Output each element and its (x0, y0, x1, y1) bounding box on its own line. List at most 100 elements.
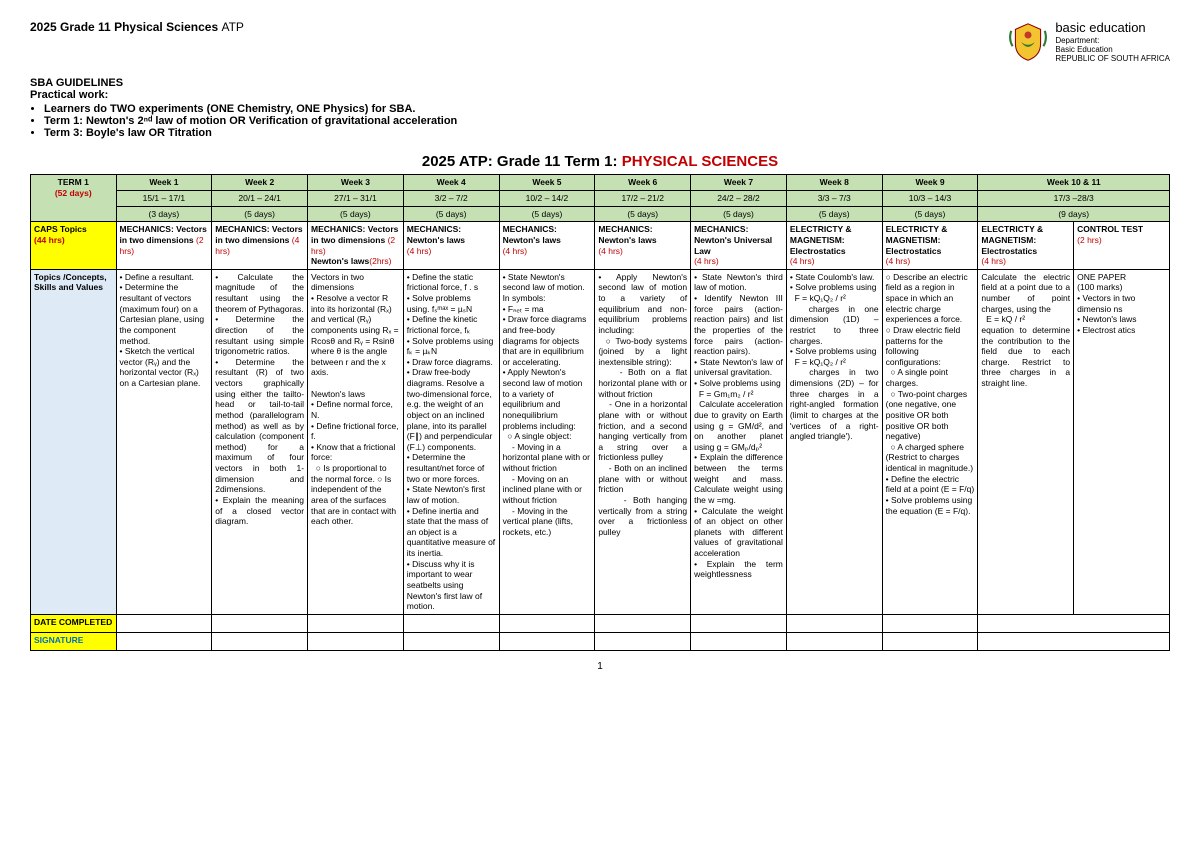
week-name: Week 1 (116, 175, 212, 191)
week-dates: 3/2 – 7/2 (403, 191, 499, 207)
week-dates: 17/3 –28/3 (978, 191, 1170, 207)
content-cell: • State Coulomb's law. • Solve problems … (786, 269, 882, 614)
week-days: (5 days) (212, 206, 308, 222)
week-days: (5 days) (595, 206, 691, 222)
content-cell: • State Newton's second law of motion. I… (499, 269, 595, 614)
week-name: Week 10 & 11 (978, 175, 1170, 191)
week-dates: 10/2 – 14/2 (499, 191, 595, 207)
empty-cell (882, 632, 978, 650)
caps-text: MECHANICS: Vectors in two dimensions (311, 224, 398, 245)
empty-cell (499, 614, 595, 632)
caps-text: Newton's laws (311, 256, 369, 266)
empty-cell (882, 614, 978, 632)
empty-cell (212, 614, 308, 632)
caps-cell: ELECTRICTY & MAGNETISM: Electrostatics(4… (786, 222, 882, 270)
empty-cell (691, 632, 787, 650)
empty-cell (595, 614, 691, 632)
caps-text: ELECTRICTY & MAGNETISM: Electrostatics (790, 224, 852, 255)
empty-cell (403, 614, 499, 632)
header-row-weeks: TERM 1 (52 days) Week 1 Week 2 Week 3 We… (31, 175, 1170, 191)
empty-cell (786, 632, 882, 650)
content-cell: ○ Describe an electric field as a region… (882, 269, 978, 614)
week-dates: 24/2 – 28/2 (691, 191, 787, 207)
signature-row: SIGNATURE (31, 632, 1170, 650)
page-header: 2025 Grade 11 Physical Sciences ATP basi… (30, 20, 1170, 63)
week-name: Week 9 (882, 175, 978, 191)
sba-item: Learners do TWO experiments (ONE Chemist… (44, 103, 1170, 115)
caps-hrs: (4 hrs) (407, 246, 432, 256)
week-name: Week 5 (499, 175, 595, 191)
empty-cell (116, 632, 212, 650)
empty-cell (595, 632, 691, 650)
empty-cell (786, 614, 882, 632)
caps-text: MECHANICS: Vectors in two dimensions (215, 224, 302, 245)
caps-text: ELECTRICTY & MAGNETISM: Electrostatics (886, 224, 948, 255)
date-completed-row: DATE COMPLETED (31, 614, 1170, 632)
week-dates: 3/3 – 7/3 (786, 191, 882, 207)
caps-cell: MECHANICS: Newton's laws(4 hrs) (499, 222, 595, 270)
week-days: (5 days) (403, 206, 499, 222)
topics-content-row: Topics /Concepts, Skills and Values • De… (31, 269, 1170, 614)
caps-cell: MECHANICS: Newton's laws(4 hrs) (595, 222, 691, 270)
caps-topics-row: CAPS Topics (44 hrs) MECHANICS: Vectors … (31, 222, 1170, 270)
caps-cell: MECHANICS: Vectors in two dimensions (2 … (308, 222, 404, 270)
week-name: Week 8 (786, 175, 882, 191)
sba-item: Term 3: Boyle's law OR Titration (44, 127, 1170, 139)
week-days: (5 days) (786, 206, 882, 222)
logo-line4: REPUBLIC OF SOUTH AFRICA (1055, 55, 1170, 64)
empty-cell (212, 632, 308, 650)
logo-block: basic education Department: Basic Educat… (1007, 20, 1170, 63)
sba-item: Term 1: Newton's 2ⁿᵈ law of motion OR Ve… (44, 115, 1170, 127)
term-cell: TERM 1 (52 days) (31, 175, 117, 222)
empty-cell (403, 632, 499, 650)
week-dates: 20/1 – 24/1 (212, 191, 308, 207)
empty-cell (308, 632, 404, 650)
header-row-days: (3 days) (5 days) (5 days) (5 days) (5 d… (31, 206, 1170, 222)
title-text: 2025 Grade 11 Physical Sciences (30, 20, 218, 34)
content-cell: • Define the static frictional force, f … (403, 269, 499, 614)
caps-text: MECHANICS: Newton's laws (503, 224, 561, 245)
caps-hrs: (44 hrs) (34, 235, 65, 245)
caps-hrs: (4 hrs) (694, 256, 719, 266)
caps-hrs: (2hrs) (369, 256, 391, 266)
caps-label: CAPS Topics (34, 224, 87, 234)
caps-cell: CONTROL TEST(2 hrs) (1074, 222, 1170, 270)
main-title-pre: 2025 ATP: Grade 11 Term 1: (422, 153, 622, 170)
empty-cell (499, 632, 595, 650)
week-days: (5 days) (691, 206, 787, 222)
week-dates: 10/3 – 14/3 (882, 191, 978, 207)
sba-heading: SBA GUIDELINES (30, 77, 1170, 89)
caps-text: MECHANICS: Vectors in two dimensions (120, 224, 207, 245)
caps-hrs: (4 hrs) (790, 256, 815, 266)
sba-list: Learners do TWO experiments (ONE Chemist… (44, 103, 1170, 139)
caps-text: MECHANICS: Newton's laws (598, 224, 656, 245)
content-cell: Vectors in two dimensions • Resolve a ve… (308, 269, 404, 614)
document-title: 2025 Grade 11 Physical Sciences ATP (30, 20, 244, 34)
week-days: (9 days) (978, 206, 1170, 222)
week-name: Week 7 (691, 175, 787, 191)
week-dates: 27/1 – 31/1 (308, 191, 404, 207)
logo-line1: basic education (1055, 20, 1170, 35)
content-cell: • Define a resultant. • Determine the re… (116, 269, 212, 614)
content-cell: Calculate the electric field at a point … (978, 269, 1074, 614)
caps-hrs: (4 hrs) (981, 256, 1006, 266)
caps-cell: ELECTRICTY & MAGNETISM: Electrostatics(4… (978, 222, 1074, 270)
week-dates: 15/1 – 17/1 (116, 191, 212, 207)
week-name: Week 6 (595, 175, 691, 191)
week-days: (5 days) (308, 206, 404, 222)
sba-subheading: Practical work: (30, 89, 1170, 101)
week-days: (3 days) (116, 206, 212, 222)
caps-cell: MECHANICS: Newton's laws(4 hrs) (403, 222, 499, 270)
week-days: (5 days) (499, 206, 595, 222)
term-label: TERM 1 (58, 177, 89, 187)
main-title: 2025 ATP: Grade 11 Term 1: PHYSICAL SCIE… (30, 153, 1170, 170)
term-days: (52 days) (55, 188, 92, 198)
coat-of-arms-icon (1007, 21, 1049, 63)
caps-text: MECHANICS: Newton's Universal Law (694, 224, 772, 255)
caps-cell: ELECTRICTY & MAGNETISM: Electrostatics(4… (882, 222, 978, 270)
content-cell: • State Newton's third law of motion. • … (691, 269, 787, 614)
caps-hrs: (4 hrs) (886, 256, 911, 266)
content-cell: • Calculate the magnitude of the resulta… (212, 269, 308, 614)
caps-cell: MECHANICS: Vectors in two dimensions (2 … (116, 222, 212, 270)
caps-text: MECHANICS: Newton's laws (407, 224, 465, 245)
